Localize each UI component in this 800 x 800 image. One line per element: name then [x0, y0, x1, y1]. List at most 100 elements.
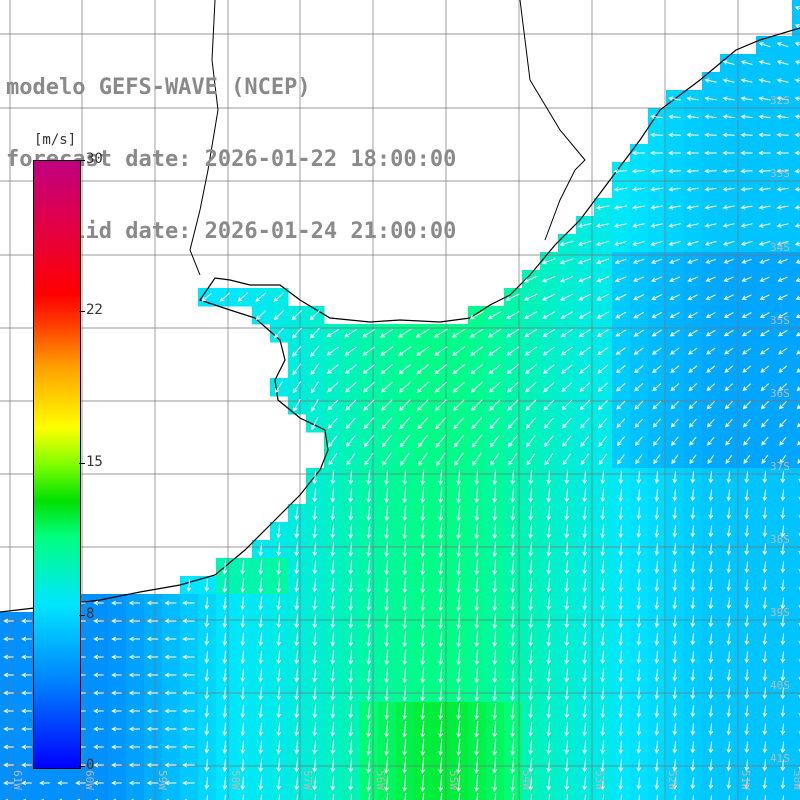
wind-speed-cell: [792, 234, 800, 253]
wind-vector-arrow: [760, 383, 770, 392]
wind-vector-arrow: [366, 505, 372, 522]
colorbar-tick-mark: [79, 615, 85, 616]
longitude-label: 51W: [739, 770, 752, 790]
wind-vector-arrow: [580, 435, 590, 447]
wind-vector-arrow: [744, 723, 750, 736]
wind-vector-arrow: [415, 328, 430, 338]
wind-vector-arrow: [434, 399, 447, 412]
wind-vector-arrow: [146, 762, 159, 768]
wind-vector-arrow: [740, 240, 753, 246]
wind-vector-arrow: [312, 596, 318, 611]
wind-vector-arrow: [652, 383, 662, 392]
wind-vector-arrow: [650, 114, 663, 120]
wind-vector-arrow: [39, 780, 50, 786]
wind-vector-arrow: [420, 487, 426, 504]
wind-vector-arrow: [779, 418, 787, 428]
wind-speed-cell: [792, 306, 800, 325]
wind-vector-arrow: [722, 223, 735, 228]
wind-vector-arrow: [780, 561, 786, 574]
wind-vector-arrow: [420, 613, 426, 630]
wind-vector-arrow: [470, 381, 483, 393]
wind-vector-arrow: [21, 762, 32, 768]
wind-vector-arrow: [528, 685, 534, 702]
wind-vector-arrow: [530, 793, 533, 800]
wind-vector-arrow: [564, 704, 570, 719]
map-title: modelo GEFS-WAVE (NCEP) forecast date: 2…: [6, 28, 456, 268]
wind-speed-cell: [792, 270, 800, 289]
wind-vector-arrow: [776, 96, 789, 101]
wind-vector-arrow: [384, 541, 390, 558]
wind-vector-arrow: [636, 524, 642, 539]
wind-vector-arrow: [507, 399, 519, 411]
wind-vector-arrow: [128, 672, 140, 678]
wind-vector-arrow: [93, 636, 104, 642]
wind-vector-arrow: [762, 777, 768, 790]
wind-vector-arrow: [672, 615, 678, 628]
wind-vector-arrow: [330, 578, 336, 593]
wind-vector-arrow: [761, 418, 769, 428]
wind-vector-arrow: [312, 560, 318, 575]
wind-vector-arrow: [330, 542, 336, 557]
wind-vector-arrow: [146, 690, 159, 696]
wind-vector-arrow: [578, 293, 592, 301]
wind-vector-arrow: [417, 434, 429, 448]
wind-vector-arrow: [686, 96, 699, 101]
wind-vector-arrow: [726, 741, 732, 754]
wind-vector-arrow: [326, 364, 339, 374]
wind-vector-arrow: [294, 578, 300, 593]
wind-vector-arrow: [782, 795, 784, 800]
wind-vector-arrow: [741, 312, 752, 318]
wind-vector-arrow: [258, 596, 264, 611]
wind-vector-arrow: [474, 667, 480, 684]
wind-vector-arrow: [330, 614, 336, 629]
wind-vector-arrow: [363, 435, 374, 448]
wind-vector-arrow: [651, 276, 663, 282]
wind-vector-arrow: [452, 381, 465, 393]
wind-vector-arrow: [744, 633, 750, 646]
wind-vector-arrow: [368, 793, 371, 800]
wind-vector-arrow: [638, 794, 640, 800]
wind-vector-arrow: [704, 78, 717, 83]
wind-vector-arrow: [546, 740, 552, 755]
wind-vector-arrow: [402, 721, 407, 738]
wind-vector-arrow: [399, 434, 410, 448]
wind-vector-arrow: [708, 471, 714, 484]
wind-vector-arrow: [164, 618, 177, 624]
wind-vector-arrow: [348, 703, 354, 720]
wind-vector-arrow: [93, 762, 104, 768]
wind-vector-arrow: [564, 560, 570, 575]
wind-vector-arrow: [759, 329, 770, 337]
wind-vector-arrow: [564, 758, 570, 773]
longitude-label: 53W: [593, 770, 606, 790]
wind-vector-arrow: [618, 776, 624, 791]
wind-vector-arrow: [560, 311, 574, 319]
wind-vector-arrow: [635, 454, 643, 465]
wind-vector-arrow: [380, 346, 394, 356]
wind-vector-arrow: [725, 454, 733, 464]
wind-vector-arrow: [204, 705, 210, 718]
wind-vector-arrow: [541, 258, 556, 265]
wind-vector-arrow: [777, 312, 788, 318]
wind-vector-arrow: [582, 470, 588, 485]
wind-vector-arrow: [528, 667, 534, 684]
wind-vector-arrow: [345, 399, 357, 411]
wind-vector-arrow: [760, 347, 770, 355]
wind-vector-arrow: [528, 469, 534, 486]
wind-vector-arrow: [584, 794, 587, 800]
longitude-label: 57W: [301, 770, 314, 790]
wind-vector-arrow: [294, 506, 300, 521]
wind-vector-arrow: [164, 780, 177, 786]
wind-vector-arrow: [654, 525, 660, 538]
wind-vector-arrow: [330, 524, 336, 539]
wind-vector-arrow: [384, 775, 389, 792]
wind-vector-arrow: [93, 726, 104, 732]
wind-vector-arrow: [327, 399, 339, 411]
wind-vector-arrow: [708, 615, 714, 628]
wind-vector-arrow: [615, 329, 627, 337]
wind-speed-cell: [792, 72, 800, 91]
wind-speed-cell: [792, 342, 800, 361]
wind-vector-arrow: [722, 114, 735, 120]
wind-vector-arrow: [582, 524, 588, 539]
wind-vector-arrow: [111, 708, 122, 714]
wind-vector-arrow: [111, 636, 122, 642]
